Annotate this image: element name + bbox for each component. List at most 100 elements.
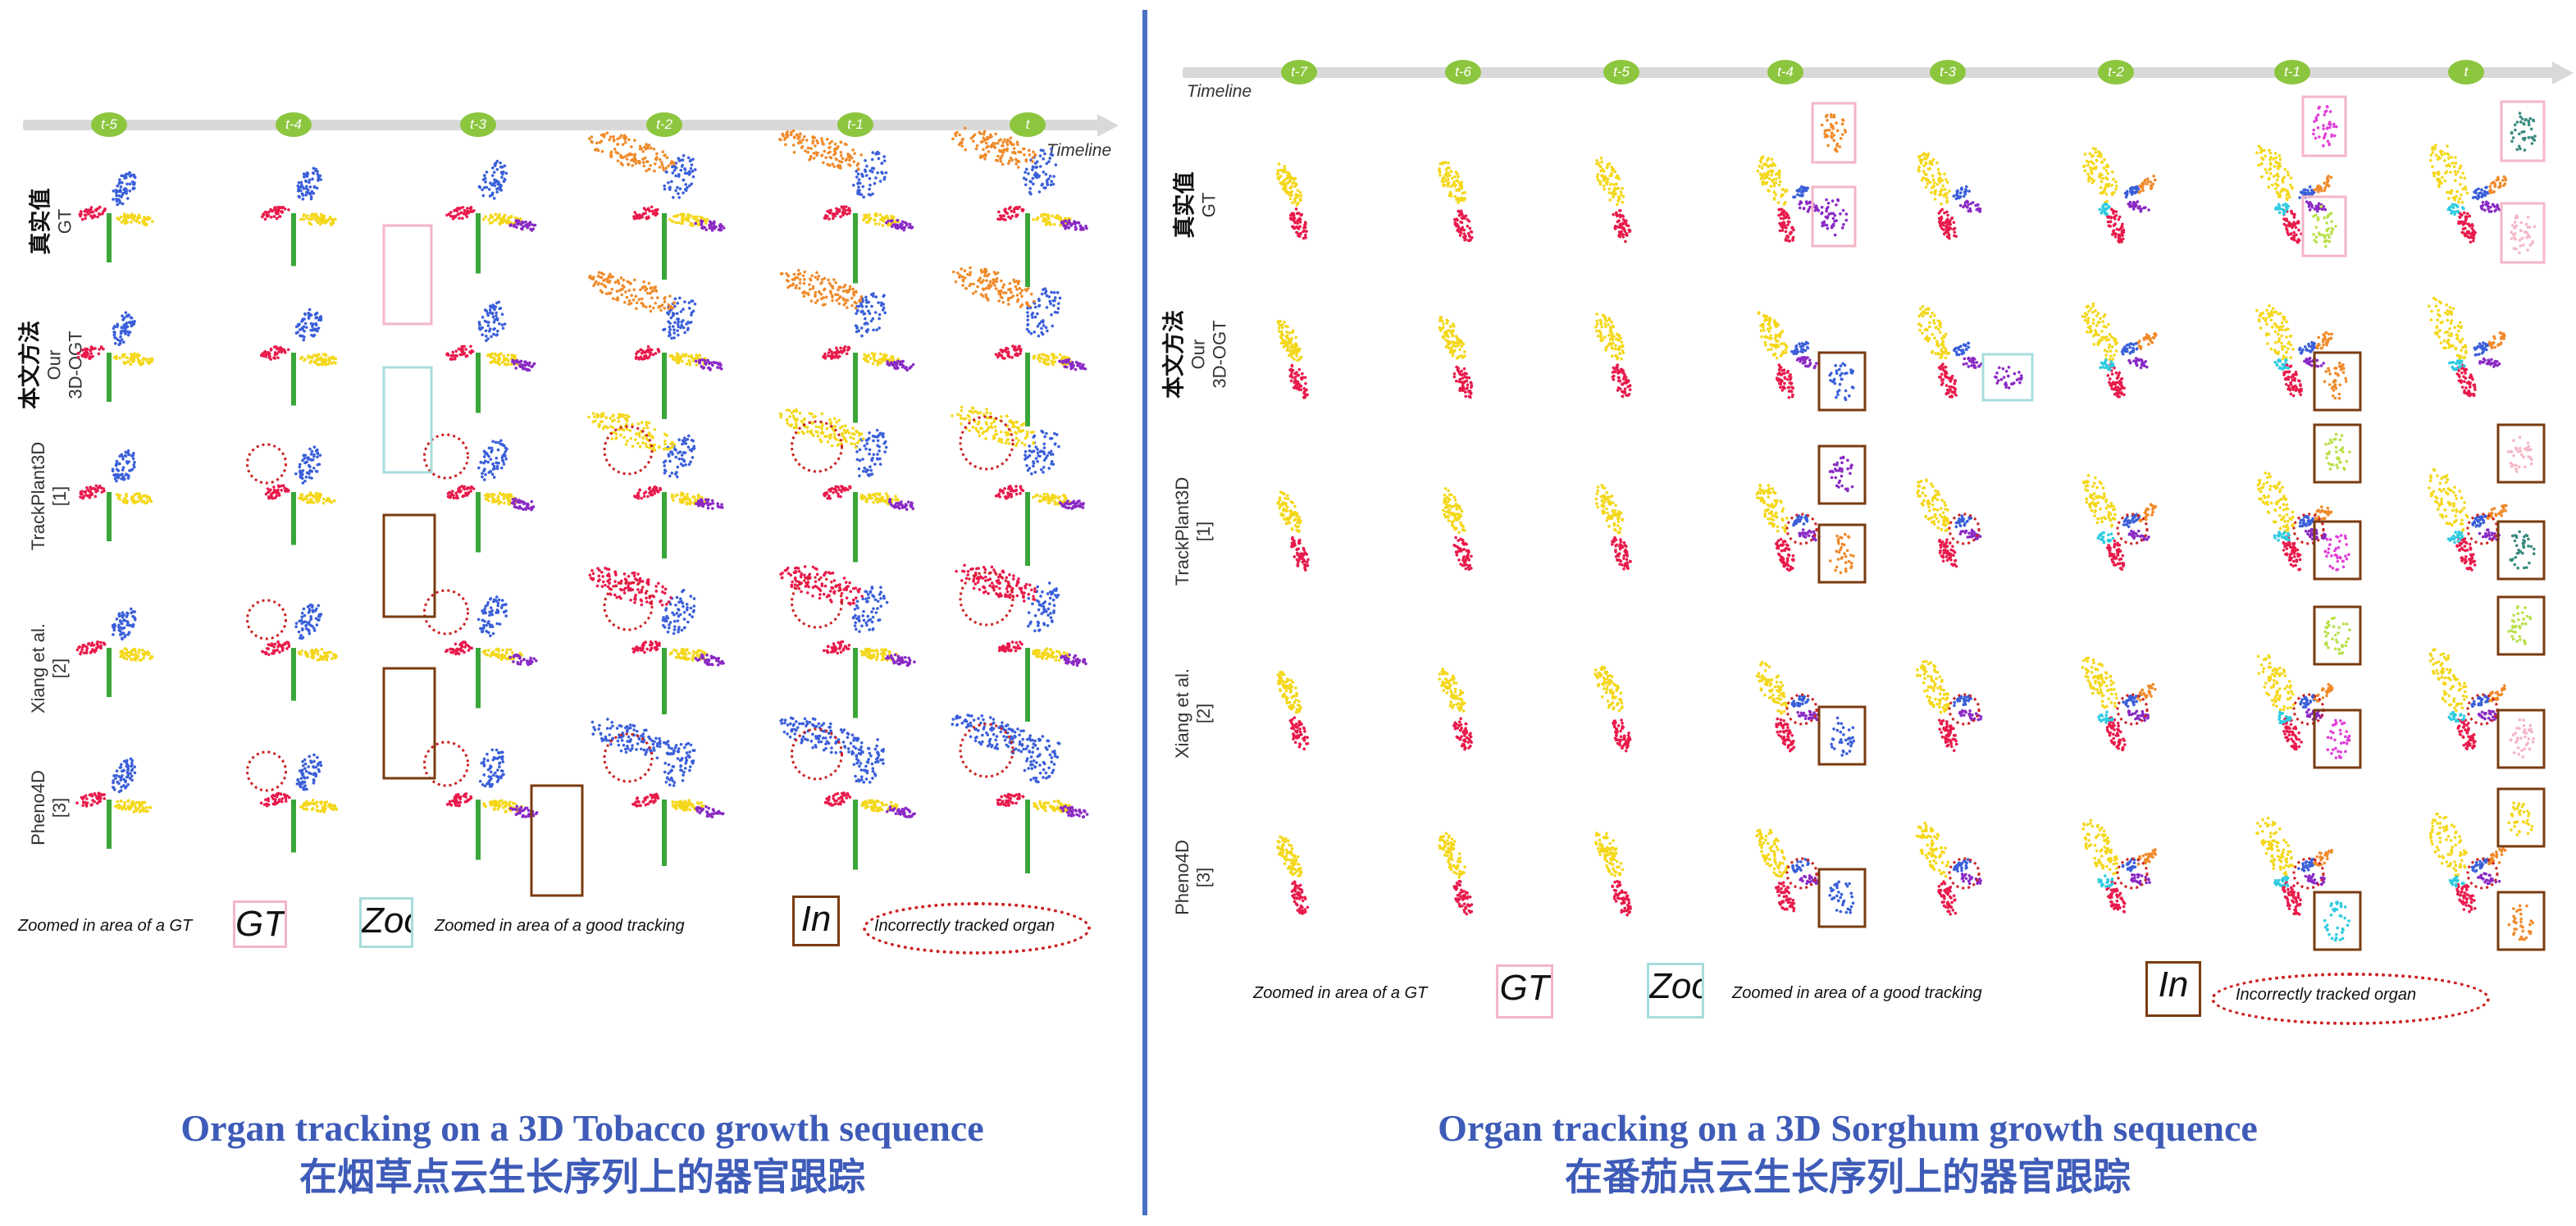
organ-points bbox=[1934, 878, 1962, 918]
organ-points bbox=[106, 309, 139, 349]
organ-points bbox=[2453, 207, 2480, 245]
organ-points bbox=[1830, 717, 1855, 757]
incorrect-circle bbox=[248, 600, 286, 639]
organ-points bbox=[2311, 173, 2337, 197]
gt-zoom-box bbox=[2501, 203, 2544, 262]
organ-points bbox=[1934, 360, 1963, 400]
organ-points bbox=[1909, 818, 1958, 883]
organ-points bbox=[115, 490, 153, 507]
stem bbox=[291, 648, 296, 701]
organ-points bbox=[2447, 531, 2464, 544]
organ-points bbox=[2135, 501, 2160, 526]
organ-points bbox=[445, 342, 476, 362]
organ-points bbox=[1270, 487, 1307, 537]
organ-points bbox=[297, 646, 339, 663]
organ-points bbox=[656, 149, 704, 204]
organ-points bbox=[2507, 605, 2532, 645]
organ-points bbox=[631, 203, 661, 224]
organ-points bbox=[2419, 290, 2476, 367]
stem bbox=[662, 800, 667, 866]
organ-points bbox=[2510, 718, 2535, 759]
organ-points bbox=[1284, 361, 1313, 402]
organ-points bbox=[2323, 900, 2350, 941]
organ-points bbox=[510, 497, 536, 513]
organ-points bbox=[1607, 877, 1635, 918]
organ-points bbox=[2075, 299, 2125, 367]
bad-zoom-box bbox=[384, 515, 435, 617]
organ-points bbox=[584, 558, 677, 616]
organ-points bbox=[631, 637, 663, 658]
organ-points bbox=[1771, 714, 1799, 754]
organ-points bbox=[2469, 511, 2491, 531]
organ-points bbox=[2296, 690, 2318, 710]
organ-points bbox=[1449, 533, 1477, 573]
stem bbox=[1025, 353, 1030, 426]
stem bbox=[291, 213, 296, 267]
gt-zoom-box bbox=[1812, 187, 1855, 246]
organ-points bbox=[2278, 360, 2306, 399]
organ-points bbox=[656, 736, 702, 792]
organ-points bbox=[948, 119, 1040, 175]
organ-points bbox=[1060, 217, 1090, 234]
incorrect-circle bbox=[425, 590, 468, 634]
organ-points bbox=[1789, 511, 1811, 531]
stem bbox=[1025, 648, 1030, 722]
organ-points bbox=[1059, 652, 1088, 669]
organ-points bbox=[776, 556, 869, 613]
stem bbox=[107, 800, 112, 849]
organ-points bbox=[258, 789, 292, 809]
organ-points bbox=[2421, 642, 2476, 716]
organ-points bbox=[1950, 690, 1974, 711]
organ-points bbox=[2312, 205, 2337, 248]
organ-points bbox=[2251, 299, 2304, 367]
organ-points bbox=[445, 481, 476, 502]
organ-points bbox=[1794, 353, 1819, 371]
organ-points bbox=[860, 798, 900, 814]
organ-points bbox=[114, 798, 153, 815]
stem bbox=[476, 800, 481, 860]
organ-points bbox=[1016, 141, 1069, 203]
organ-points bbox=[2509, 531, 2535, 570]
organ-points bbox=[1589, 663, 1629, 717]
organ-points bbox=[472, 434, 514, 486]
organ-points bbox=[75, 343, 107, 363]
organ-points bbox=[2133, 844, 2161, 870]
organ-points bbox=[2508, 905, 2534, 941]
organ-points bbox=[1771, 879, 1799, 917]
organ-points bbox=[694, 804, 726, 821]
organ-points bbox=[107, 446, 142, 487]
gt-zoom-box bbox=[1812, 103, 1855, 162]
organ-points bbox=[845, 732, 894, 790]
stem bbox=[662, 648, 667, 714]
organ-points bbox=[107, 754, 142, 797]
stem bbox=[291, 353, 296, 406]
bad-zoom-box bbox=[2314, 353, 2360, 410]
organ-points bbox=[630, 791, 661, 810]
organ-points bbox=[2507, 436, 2533, 473]
organ-points bbox=[887, 497, 916, 513]
organ-points bbox=[993, 481, 1026, 503]
stem bbox=[291, 800, 296, 853]
organ-points bbox=[76, 481, 107, 502]
organ-points bbox=[1750, 305, 1794, 362]
organ-points bbox=[2278, 877, 2307, 918]
organ-points bbox=[2126, 198, 2152, 215]
organ-points bbox=[2469, 338, 2493, 359]
organ-points bbox=[2478, 199, 2502, 216]
organ-points bbox=[1589, 481, 1630, 538]
stem bbox=[853, 492, 858, 563]
organ-points bbox=[820, 343, 853, 362]
organ-points bbox=[1952, 340, 1974, 358]
organ-points bbox=[1828, 881, 1854, 914]
organ-points bbox=[655, 291, 702, 345]
organ-points bbox=[2510, 112, 2537, 152]
organ-points bbox=[655, 428, 702, 484]
stem bbox=[107, 353, 112, 402]
organ-points bbox=[1588, 308, 1631, 366]
organ-points bbox=[263, 481, 291, 501]
organ-points bbox=[668, 212, 709, 229]
organ-points bbox=[1607, 533, 1635, 572]
bad-zoom-box bbox=[2498, 425, 2544, 482]
organ-points bbox=[2478, 355, 2501, 370]
